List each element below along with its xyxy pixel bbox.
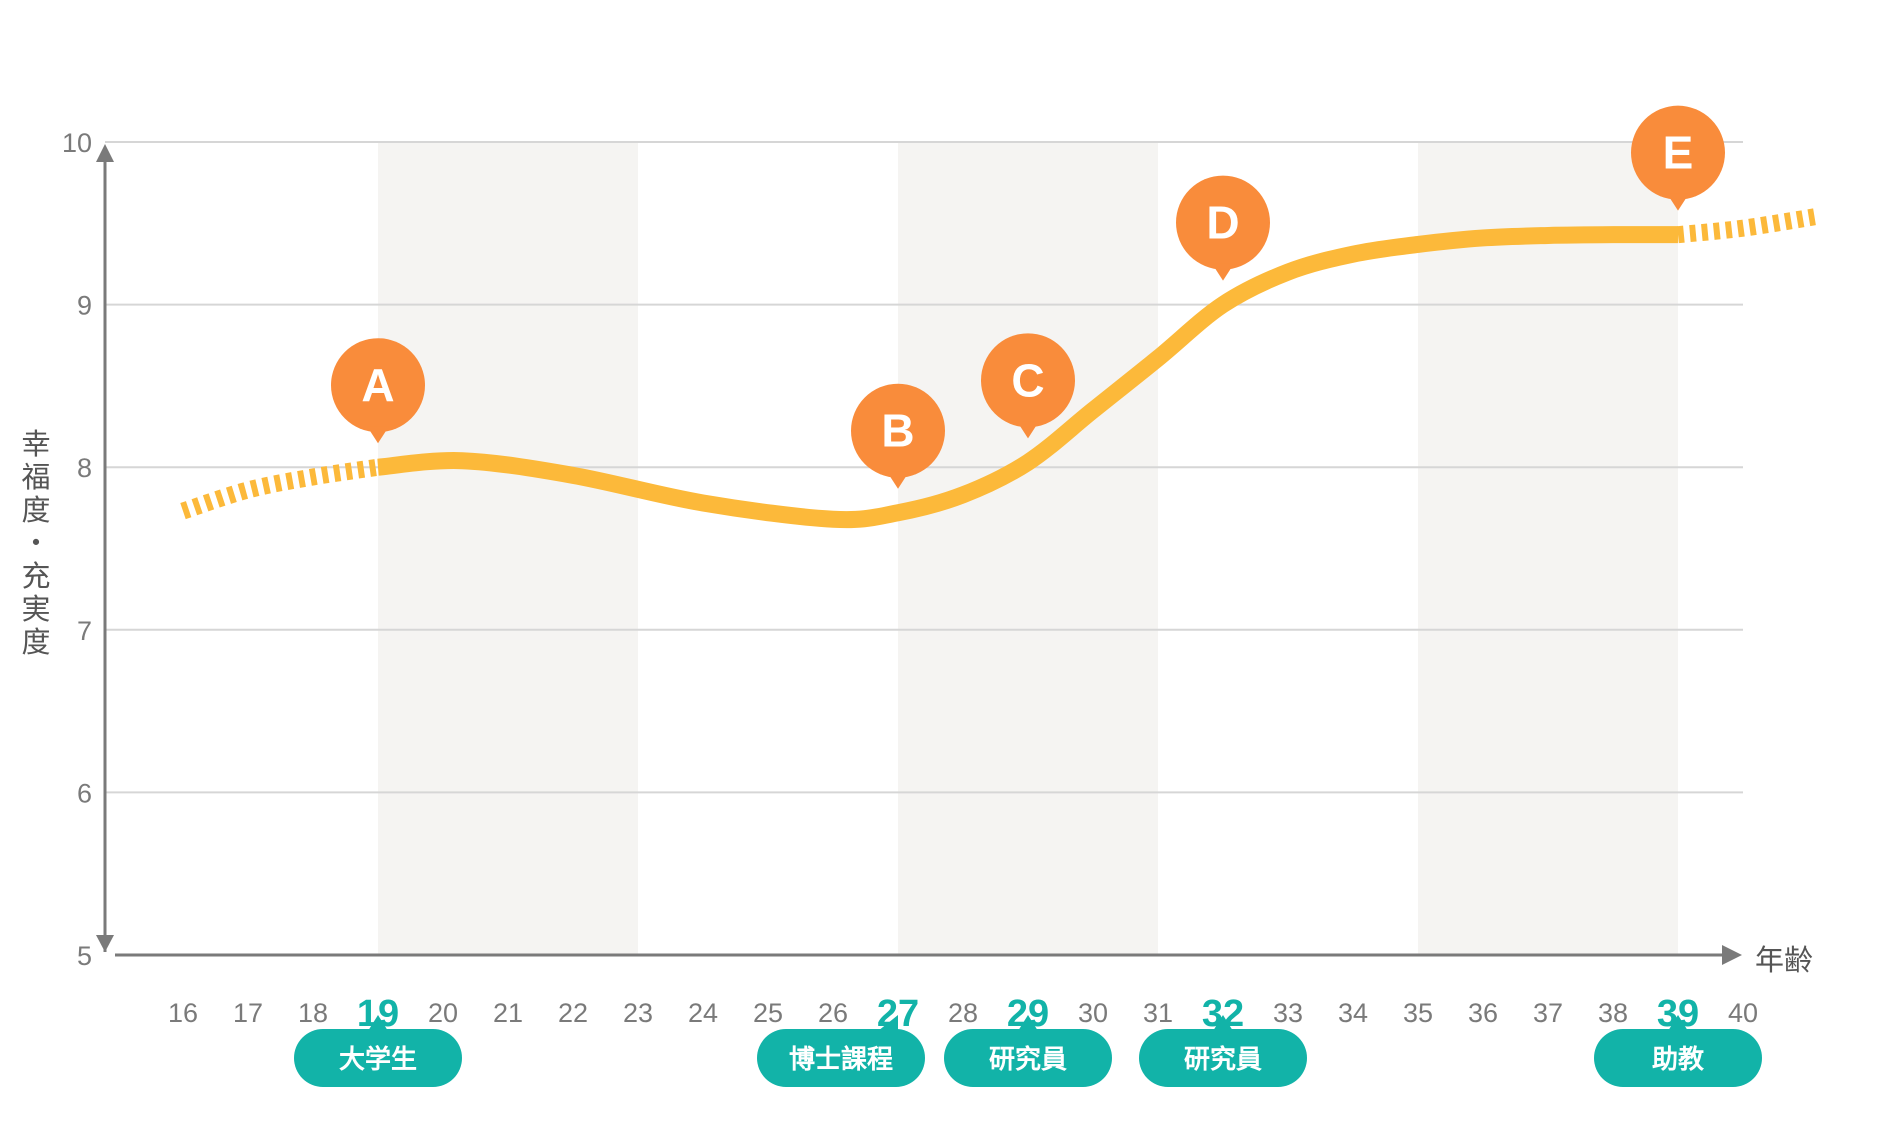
stage-tags: 大学生 博士課程 研究員 研究員 助教 [294, 1015, 1762, 1087]
marker-letter: D [1206, 197, 1239, 249]
x-tick-35: 35 [1403, 998, 1433, 1028]
marker-d: D [1176, 175, 1270, 281]
x-axis-label: 年齢 [1755, 943, 1813, 977]
tag-pill [757, 1029, 925, 1087]
marker-circle [981, 333, 1075, 428]
tag-3: 研究員 [1139, 1015, 1307, 1087]
y-axis-arrow-bottom [96, 935, 114, 952]
x-tick-23: 23 [623, 998, 653, 1028]
marker-circle [1631, 105, 1725, 200]
tag-pointer [368, 1015, 388, 1031]
tag-pointer [878, 1015, 898, 1031]
marker-b: B [851, 383, 945, 489]
marker-c: C [981, 333, 1075, 439]
marker-letter: E [1663, 127, 1694, 179]
x-tick-36: 36 [1468, 998, 1498, 1028]
marker-letter: C [1011, 354, 1044, 406]
x-tick-31: 31 [1143, 998, 1173, 1028]
x-tick-38: 38 [1598, 998, 1628, 1028]
x-tick-labels: 16 17 18 19 20 21 22 23 24 25 26 27 28 29 30 31 32 33 34 35… [168, 993, 1758, 1035]
y-tick-5: 5 [77, 941, 92, 971]
tag-label: 大学生 [339, 1044, 417, 1075]
x-tick-21: 21 [493, 998, 523, 1028]
point-markers: A B C D E [331, 105, 1725, 489]
series-line [180, 208, 1816, 529]
x-tick-25: 25 [753, 998, 783, 1028]
x-tick-20: 20 [428, 998, 458, 1028]
tag-pointer [1213, 1015, 1233, 1031]
marker-circle [1176, 175, 1270, 270]
marker-letter: B [881, 405, 914, 457]
x-tick-40: 40 [1728, 998, 1758, 1028]
series-line-dashed-end [1677, 208, 1816, 244]
series-line-solid [377, 226, 1679, 529]
marker-pointer [1212, 263, 1234, 281]
marker-pointer [1667, 193, 1689, 211]
tag-pill [1594, 1029, 1762, 1087]
shaded-band-2 [1418, 142, 1678, 955]
tag-pointer [1018, 1015, 1038, 1031]
x-tick-34: 34 [1338, 998, 1368, 1028]
shaded-bands [378, 142, 1678, 955]
marker-a: A [331, 338, 425, 444]
x-tick-37: 37 [1533, 998, 1563, 1028]
y-axis-arrow-top [96, 144, 114, 162]
tag-2: 研究員 [944, 1015, 1112, 1087]
x-axis-arrow [1722, 945, 1742, 965]
tag-1: 博士課程 [757, 1015, 925, 1087]
y-tick-7: 7 [77, 616, 92, 646]
marker-circle [851, 383, 945, 478]
y-tick-9: 9 [77, 291, 92, 321]
tag-label: 研究員 [989, 1044, 1067, 1075]
marker-pointer [367, 426, 389, 444]
x-tick-16: 16 [168, 998, 198, 1028]
y-tick-labels: 5 6 7 8 9 10 [62, 128, 92, 971]
x-tick-30: 30 [1078, 998, 1108, 1028]
shaded-band-0 [378, 142, 638, 955]
tag-pointer [1668, 1015, 1688, 1031]
x-tick-17: 17 [233, 998, 263, 1028]
axes [96, 144, 1742, 965]
tag-label: 研究員 [1184, 1044, 1262, 1075]
x-tick-28: 28 [948, 998, 978, 1028]
x-tick-26: 26 [818, 998, 848, 1028]
marker-pointer [887, 471, 909, 489]
y-tick-10: 10 [62, 128, 92, 158]
tag-pill [294, 1029, 462, 1087]
marker-pointer [1017, 421, 1039, 439]
shaded-band-1 [898, 142, 1158, 955]
x-tick-33: 33 [1273, 998, 1303, 1028]
tag-0: 大学生 [294, 1015, 462, 1087]
y-tick-8: 8 [77, 453, 92, 483]
tag-pill [944, 1029, 1112, 1087]
tag-pill [1139, 1029, 1307, 1087]
tag-4: 助教 [1594, 1015, 1762, 1087]
tag-label: 助教 [1652, 1045, 1704, 1075]
y-tick-6: 6 [77, 778, 92, 808]
x-tick-22: 22 [558, 998, 588, 1028]
series-line-dashed-start [180, 458, 380, 520]
tag-label: 博士課程 [789, 1044, 893, 1075]
x-tick-24: 24 [688, 998, 718, 1028]
x-tick-18: 18 [298, 998, 328, 1028]
marker-circle [331, 338, 425, 433]
marker-e: E [1631, 105, 1725, 211]
y-axis-label: 幸福度・充実度 [21, 427, 50, 659]
marker-letter: A [361, 359, 394, 411]
